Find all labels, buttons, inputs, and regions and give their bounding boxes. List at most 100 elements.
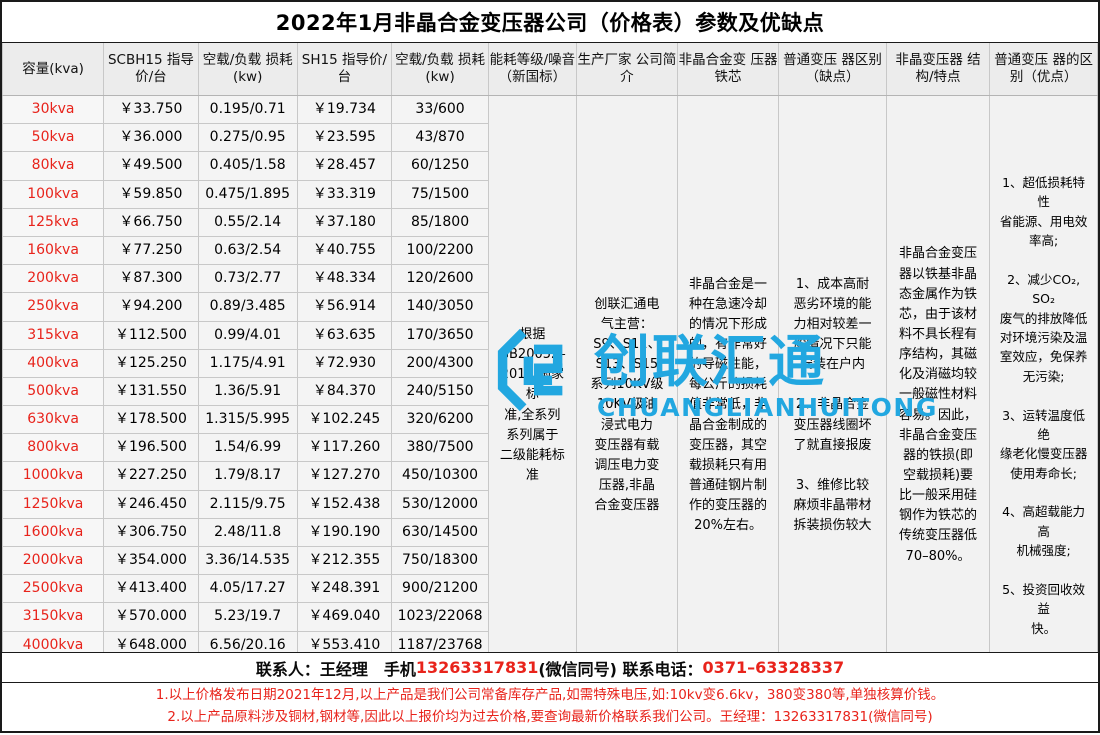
cell-sh15-price: ￥190.190 [296, 517, 393, 548]
cell-scbh15-loss: 1.175/4.91 [197, 348, 298, 378]
table-row: 30kva ￥33.750 0.195/0.71 ￥19.734 33/600 根据 GB… [1, 94, 1098, 717]
cell-sh15-loss: 320/6200 [391, 405, 489, 435]
cell-sh15-loss: 630/14500 [391, 517, 489, 548]
cell-capacity: 3150kva [1, 602, 105, 632]
cell-sh15-loss: 530/12000 [391, 489, 489, 519]
table-row: 80kva ￥49.500 0.405/1.58 ￥28.457 60/1250 [1, 151, 1098, 181]
cell-scbh15-loss: 2.48/11.8 [197, 517, 298, 548]
cell-scbh15-price: ￥77.250 [103, 235, 199, 266]
cell-sh15-price: ￥37.180 [296, 207, 393, 237]
table-header-row: 容量(kva) SCBH15 指导价/台 空载/负载 损耗(kw) SH15 指… [1, 43, 1098, 96]
cell-sh15-loss: 140/3050 [391, 292, 489, 322]
cell-scbh15-price: ￥125.250 [103, 348, 199, 378]
cell-capacity: 800kva [1, 433, 105, 463]
price-table: 容量(kva) SCBH15 指导价/台 空载/负载 损耗(kw) SH15 指… [1, 43, 1098, 717]
cell-scbh15-loss: 4.05/17.27 [197, 574, 298, 604]
cell-scbh15-loss: 1.315/5.995 [197, 405, 298, 435]
cell-sh15-price: ￥102.245 [296, 405, 393, 435]
cell-scbh15-loss: 0.63/2.54 [197, 235, 298, 266]
cell-capacity: 2500kva [1, 574, 105, 604]
cell-capacity: 30kva [1, 94, 105, 125]
col-header-ordinary-disadvantages: 普通变压 器区别（缺点） [778, 43, 887, 96]
cell-scbh15-price: ￥196.500 [103, 433, 199, 463]
cell-scbh15-loss: 0.89/3.485 [197, 292, 298, 322]
contact-line: 联系人：王经理 手机 13263317831 (微信同号) 联系电话： 0371… [2, 652, 1098, 682]
contact-phone[interactable]: 0371–63328337 [702, 658, 845, 678]
cell-scbh15-loss: 0.73/2.77 [197, 264, 298, 294]
cell-scbh15-price: ￥227.250 [103, 461, 199, 491]
cell-scbh15-loss: 3.36/14.535 [197, 545, 298, 576]
cell-scbh15-loss: 0.475/1.895 [197, 179, 298, 209]
cell-sh15-loss: 380/7500 [391, 433, 489, 463]
cell-scbh15-loss: 2.115/9.75 [197, 489, 298, 519]
cell-scbh15-loss: 5.23/19.7 [197, 602, 298, 632]
table-row: 315kva ￥112.500 0.99/4.01 ￥63.635 170/3650 [1, 320, 1098, 350]
cell-scbh15-price: ￥33.750 [103, 94, 199, 125]
cell-scbh15-price: ￥570.000 [103, 602, 199, 632]
col-header-sh15-price: SH15 指导价/台 [296, 43, 393, 96]
table-row: 125kva ￥66.750 0.55/2.14 ￥37.180 85/1800 [1, 207, 1098, 237]
cell-capacity: 125kva [1, 207, 105, 237]
cell-sh15-price: ￥117.260 [296, 433, 393, 463]
cell-scbh15-price: ￥306.750 [103, 517, 199, 548]
note-line-1: 1.以上价格发布日期2021年12月,以上产品是我们公司常备库存产品,如需特殊电… [155, 687, 945, 704]
cell-sh15-price: ￥48.334 [296, 264, 393, 294]
cell-sh15-price: ￥212.355 [296, 545, 393, 576]
cell-scbh15-price: ￥354.000 [103, 545, 199, 576]
cell-capacity: 315kva [1, 320, 105, 350]
table-row: 630kva ￥178.500 1.315/5.995 ￥102.245 320/620… [1, 405, 1098, 435]
cell-capacity: 500kva [1, 376, 105, 407]
footer: 联系人：王经理 手机 13263317831 (微信同号) 联系电话： 0371… [2, 652, 1098, 731]
table-row: 1600kva ￥306.750 2.48/11.8 ￥190.190 630/1450… [1, 517, 1098, 548]
cell-capacity: 250kva [1, 292, 105, 322]
cell-capacity: 400kva [1, 348, 105, 378]
cell-amorphous-structure: 非晶合金变压 器以铁基非晶 态金属作为铁 芯，由于该材 料不具长程有 序结构，其… [885, 94, 991, 717]
cell-sh15-loss: 85/1800 [391, 207, 489, 237]
cell-sh15-price: ￥84.370 [296, 376, 393, 407]
col-header-manufacturer: 生产厂家 公司简介 [575, 43, 678, 96]
cell-manufacturer: 创联汇通电 气主营： S9、S11、 S13、S15 系列10KV级 10KV级… [575, 94, 678, 717]
cell-sh15-price: ￥23.595 [296, 123, 393, 153]
cell-capacity: 80kva [1, 151, 105, 181]
cell-sh15-price: ￥40.755 [296, 235, 393, 266]
cell-scbh15-loss: 0.195/0.71 [197, 94, 298, 125]
contact-middle: (微信同号) 联系电话： [538, 659, 703, 679]
cell-scbh15-loss: 0.275/0.95 [197, 123, 298, 153]
cell-scbh15-loss: 0.55/2.14 [197, 207, 298, 237]
cell-sh15-loss: 75/1500 [391, 179, 489, 209]
table-row: 50kva ￥36.000 0.275/0.95 ￥23.595 43/870 [1, 123, 1098, 153]
cell-capacity: 1250kva [1, 489, 105, 519]
cell-sh15-price: ￥33.319 [296, 179, 393, 209]
contact-mobile[interactable]: 13263317831 [415, 658, 539, 678]
table-body: 30kva ￥33.750 0.195/0.71 ￥19.734 33/600 根据 GB… [1, 94, 1098, 717]
cell-sh15-loss: 43/870 [391, 123, 489, 153]
cell-capacity: 1000kva [1, 461, 105, 491]
cell-ordinary-advantages: 1、超低损耗特性 省能源、用电效 率高; 2、减少CO₂, SO₂ 废气的排放降… [989, 94, 1098, 717]
col-header-amorphous-structure: 非晶变压器 结构/特点 [885, 43, 991, 96]
cell-ordinary-disadvantages: 1、成本高耐 恶劣环境的能 力相对较差一 般情况下只能 安装在户内 2、非晶合金… [778, 94, 887, 717]
cell-sh15-loss: 900/21200 [391, 574, 489, 604]
table-row: 100kva ￥59.850 0.475/1.895 ￥33.319 75/1500 [1, 179, 1098, 209]
cell-scbh15-loss: 0.99/4.01 [197, 320, 298, 350]
cell-scbh15-price: ￥87.300 [103, 264, 199, 294]
table-row: 1250kva ￥246.450 2.115/9.75 ￥152.438 530/120… [1, 489, 1098, 519]
col-header-sh15-loss: 空载/负载 损耗(kw) [391, 43, 489, 96]
col-header-ordinary-advantages: 普通变压 器的区别（优点） [989, 43, 1098, 96]
cell-sh15-loss: 750/18300 [391, 545, 489, 576]
cell-capacity: 200kva [1, 264, 105, 294]
cell-sh15-price: ￥28.457 [296, 151, 393, 181]
cell-energy-grade: 根据 GB20052– 2013,国家标 准,全系列 系列属于 二级能耗标准 [487, 94, 577, 717]
cell-scbh15-price: ￥178.500 [103, 405, 199, 435]
cell-scbh15-loss: 1.54/6.99 [197, 433, 298, 463]
cell-capacity: 630kva [1, 405, 105, 435]
cell-sh15-price: ￥63.635 [296, 320, 393, 350]
table-row: 2500kva ￥413.400 4.05/17.27 ￥248.391 900/212… [1, 574, 1098, 604]
cell-scbh15-price: ￥246.450 [103, 489, 199, 519]
cell-scbh15-price: ￥59.850 [103, 179, 199, 209]
table-row: 250kva ￥94.200 0.89/3.485 ￥56.914 140/3050 [1, 292, 1098, 322]
cell-sh15-loss: 60/1250 [391, 151, 489, 181]
title-bar: 2022年1月非晶合金变压器公司（价格表）参数及优缺点 [2, 2, 1098, 43]
cell-sh15-loss: 450/10300 [391, 461, 489, 491]
cell-scbh15-loss: 1.36/5.91 [197, 376, 298, 407]
